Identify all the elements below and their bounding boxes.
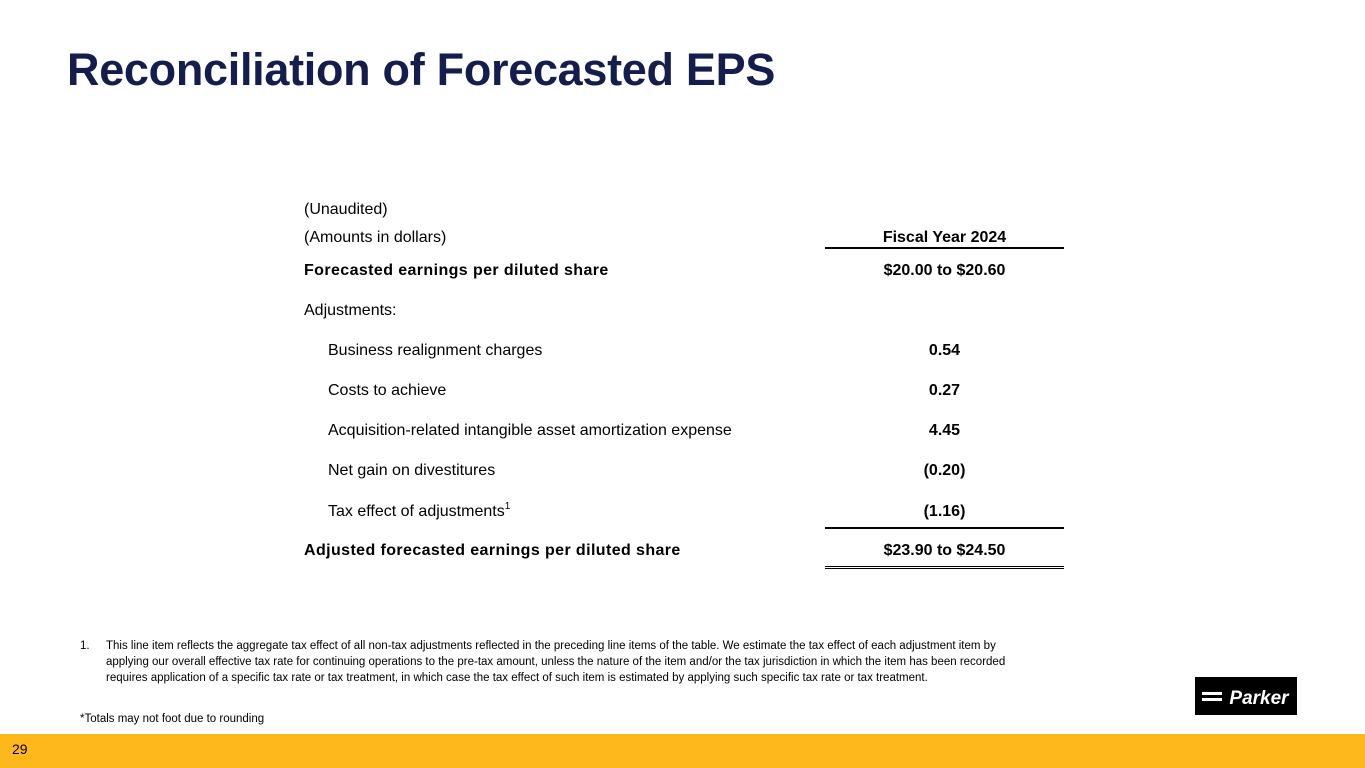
adjustment-label: Costs to achieve	[328, 382, 447, 399]
totals-note: *Totals may not foot due to rounding	[80, 713, 265, 725]
header-row: (Amounts in dollars) Fiscal Year 2024	[304, 229, 1064, 259]
forecasted-label: Forecasted earnings per diluted share	[304, 262, 609, 279]
column-header: Fiscal Year 2024	[882, 229, 1007, 246]
page-number: 29	[12, 741, 28, 757]
adjustment-label: Tax effect of adjustments1	[328, 501, 511, 521]
adjustment-label: Business realignment charges	[328, 342, 543, 359]
total-double-underline	[825, 566, 1064, 569]
adjusted-value: $23.90 to $24.50	[883, 542, 1006, 559]
adjustment-value: (1.16)	[923, 503, 966, 520]
footnote-marker: 1	[504, 501, 511, 512]
unaudited-row: (Unaudited)	[304, 201, 1064, 231]
subtotal-underline	[825, 527, 1064, 529]
adjustment-label: Acquisition-related intangible asset amo…	[328, 422, 732, 439]
footnote-text: This line item reflects the aggregate ta…	[106, 640, 1006, 684]
forecasted-row: Forecasted earnings per diluted share $2…	[304, 262, 1064, 292]
logo-text: Parker	[1229, 688, 1290, 709]
adjustments-label: Adjustments:	[304, 302, 397, 319]
table-row: Costs to achieve 0.27	[304, 382, 1064, 412]
adjustment-value: 4.45	[928, 422, 961, 439]
adjustment-label: Net gain on divestitures	[328, 462, 496, 479]
page-title: Reconciliation of Forecasted EPS	[67, 44, 776, 95]
header-underline	[825, 247, 1064, 249]
adjustment-value: (0.20)	[923, 462, 966, 479]
parker-logo-icon: Parker	[1195, 677, 1297, 715]
unaudited-label: (Unaudited)	[304, 201, 388, 218]
tax-effect-label: Tax effect of adjustments	[328, 503, 505, 520]
footer-bar	[0, 734, 1365, 768]
parker-logo: Parker	[1195, 677, 1297, 715]
adjustment-value: 0.54	[928, 342, 961, 359]
adjustment-value: 0.27	[928, 382, 961, 399]
adjusted-row: Adjusted forecasted earnings per diluted…	[304, 542, 1064, 572]
table-row: Business realignment charges 0.54	[304, 342, 1064, 372]
forecasted-value: $20.00 to $20.60	[883, 262, 1006, 279]
amounts-label: (Amounts in dollars)	[304, 229, 447, 246]
footnote-number: 1.	[80, 640, 90, 652]
table-row: Acquisition-related intangible asset amo…	[304, 422, 1064, 452]
table-row: Net gain on divestitures (0.20)	[304, 462, 1064, 492]
footnote: 1. This line item reflects the aggregate…	[80, 638, 1040, 686]
adjustments-heading-row: Adjustments:	[304, 302, 1064, 332]
table-row: Tax effect of adjustments1 (1.16)	[304, 501, 1064, 533]
adjusted-label: Adjusted forecasted earnings per diluted…	[304, 542, 681, 559]
